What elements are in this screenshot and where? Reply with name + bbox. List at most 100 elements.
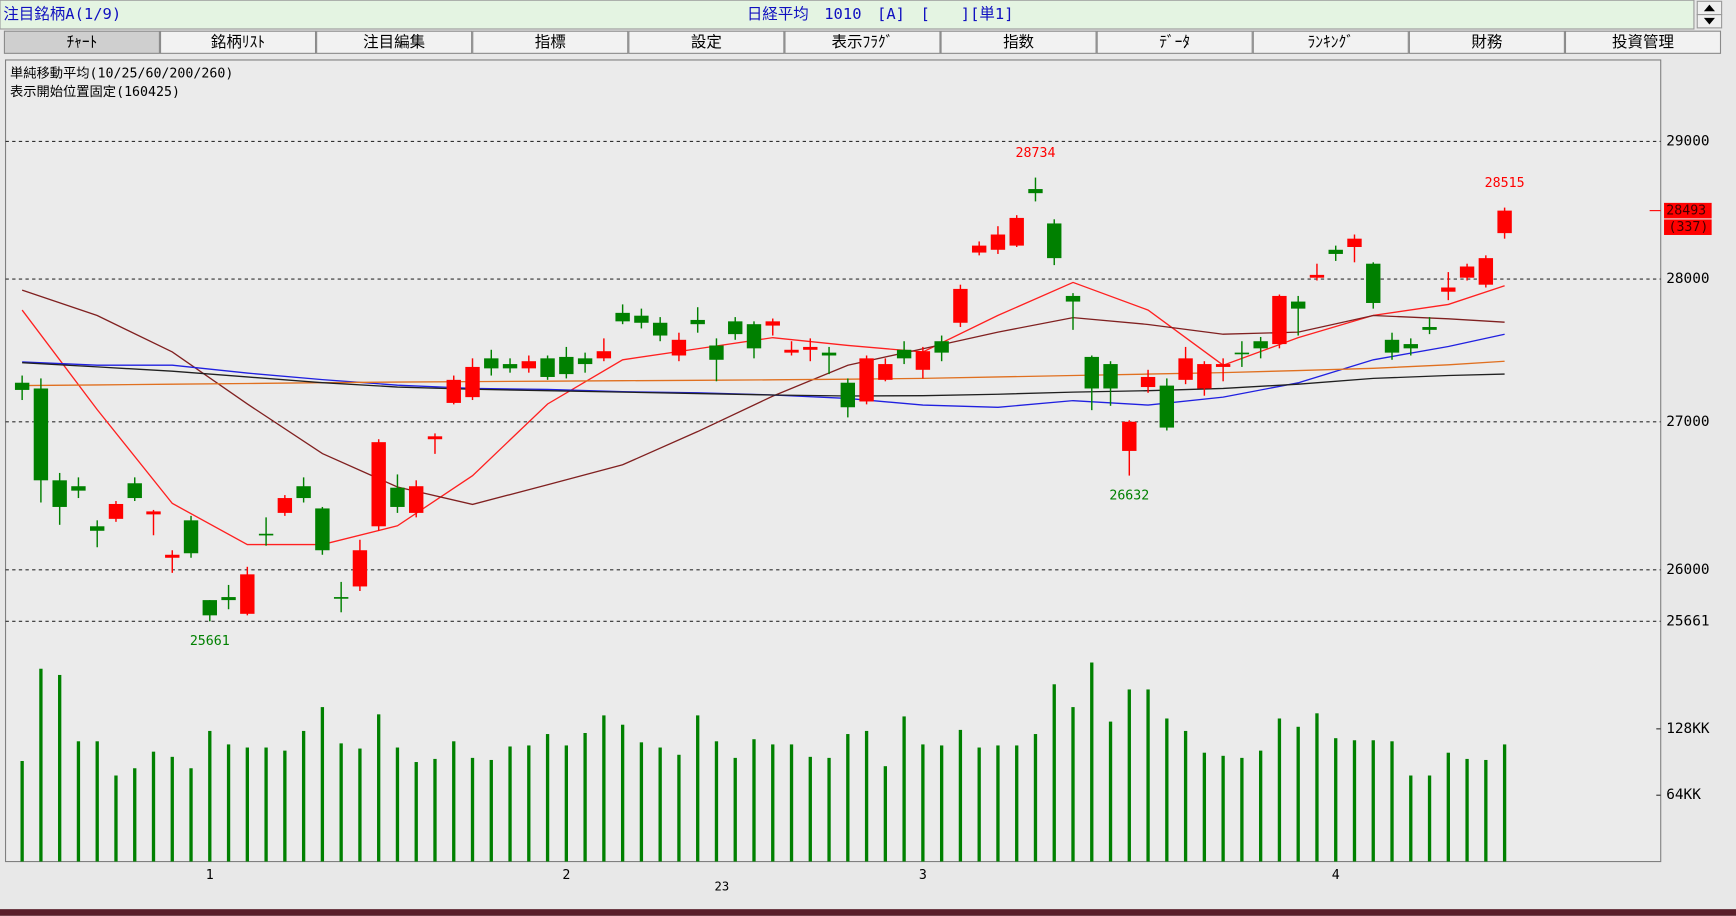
candle-body xyxy=(71,486,86,491)
volume-bar xyxy=(133,768,137,862)
tab[interactable] xyxy=(1408,30,1565,54)
last-price-label: 28493 xyxy=(1666,204,1706,219)
y-tick-label: 28000 xyxy=(1666,271,1709,287)
candle-body xyxy=(52,480,67,507)
candle-body xyxy=(409,486,424,513)
tab-label: 投資管理 xyxy=(1612,33,1674,51)
year-label: 23 xyxy=(715,880,730,894)
moving-average xyxy=(21,281,1505,546)
candle-body xyxy=(90,526,105,531)
volume-bar xyxy=(1221,755,1225,862)
moving-average xyxy=(22,360,1505,387)
volume-bar xyxy=(208,730,212,862)
extreme-label: 26632 xyxy=(1109,489,1149,504)
volume-bar xyxy=(846,734,850,862)
x-tick-label: 2 xyxy=(562,868,570,883)
volume-bar xyxy=(1465,758,1469,862)
tab[interactable] xyxy=(628,30,785,54)
volume-bar xyxy=(977,747,981,862)
volume-bar xyxy=(339,743,343,862)
volume-bar xyxy=(864,730,869,862)
candle-body xyxy=(1103,364,1118,389)
volume-bar xyxy=(1315,713,1319,862)
candle-body xyxy=(821,352,837,356)
tab[interactable] xyxy=(472,30,629,54)
tab[interactable] xyxy=(784,30,941,54)
fixed-label: 表示開始位置固定(160425) xyxy=(10,84,180,100)
volume-bar xyxy=(733,757,737,862)
volume-bar xyxy=(1015,745,1019,862)
candle-body xyxy=(915,351,931,370)
candle-body xyxy=(465,366,480,398)
candle-body xyxy=(596,351,612,359)
volume-bar xyxy=(76,741,81,862)
candle-body xyxy=(371,442,386,527)
tab-label: 表示ﾌﾗｸﾞ xyxy=(831,33,893,51)
volume-bar xyxy=(395,747,400,862)
candle-body xyxy=(1197,364,1212,389)
moving-average xyxy=(22,362,1505,397)
tab[interactable] xyxy=(1096,30,1253,54)
candle-body xyxy=(934,341,949,353)
candle-body xyxy=(165,554,180,558)
volume-bar xyxy=(358,748,362,862)
candle-body xyxy=(803,346,818,350)
candle-body xyxy=(1215,364,1231,367)
volume-bar xyxy=(1183,730,1188,862)
candle-body xyxy=(446,379,461,403)
volume-bar xyxy=(1427,775,1432,862)
tab[interactable] xyxy=(1252,30,1409,54)
candle-body xyxy=(1384,339,1400,353)
tab-label: ﾃﾞｰﾀ xyxy=(1159,33,1190,51)
volume-bar xyxy=(452,741,456,862)
volume-tick-label: 128KK xyxy=(1666,721,1710,737)
candle-body xyxy=(1309,274,1325,278)
y-tick-label: 27000 xyxy=(1666,414,1709,430)
candle-body xyxy=(352,550,368,587)
volume-bar xyxy=(527,745,531,862)
candle-body xyxy=(540,358,555,377)
candle-body xyxy=(127,483,142,499)
volume-bar xyxy=(883,766,888,862)
volume-bar xyxy=(583,733,587,862)
volume-bar xyxy=(808,756,812,862)
volume-bar xyxy=(1409,775,1413,862)
volume-bar xyxy=(433,758,437,862)
volume-bar xyxy=(1484,759,1488,862)
volume-bar xyxy=(170,756,174,862)
volume-bar xyxy=(658,747,662,862)
candle-body xyxy=(1065,295,1081,302)
candle-body xyxy=(859,358,874,402)
tab-bar: ﾁｬｰﾄ 銘柄ﾘｽﾄ 注目編集 指標 設定 表示ﾌﾗｸﾞ 指数 ﾃﾞｰﾀ ﾗﾝｷﾝｸﾞ 財務 投資管… xyxy=(3,30,1722,54)
tab[interactable] xyxy=(3,30,160,54)
volume-bar xyxy=(1277,718,1282,862)
volume-bar xyxy=(752,739,756,862)
extreme-label: 28515 xyxy=(1485,176,1525,191)
window-title: 注目銘柄A(1/9) xyxy=(3,5,121,23)
candle-body xyxy=(990,234,1006,250)
tab-label: 注目編集 xyxy=(363,33,425,51)
tab[interactable] xyxy=(159,30,317,54)
volume-bar xyxy=(1090,662,1094,862)
candle-body xyxy=(671,339,687,356)
ma-label: 単純移動平均(10/25/60/200/260) xyxy=(10,65,233,81)
candle-body xyxy=(14,382,30,390)
volume-bar xyxy=(320,707,325,862)
y-tick-label: 29000 xyxy=(1666,133,1709,149)
tab-label: ﾗﾝｷﾝｸﾞ xyxy=(1308,33,1354,51)
last-price-box xyxy=(1664,202,1712,219)
candle-body xyxy=(1497,210,1512,234)
volume-bar xyxy=(189,768,193,862)
volume-bar xyxy=(771,744,775,862)
tab[interactable] xyxy=(1564,30,1722,54)
scroll-down-arrow xyxy=(1703,17,1715,25)
volume-bar xyxy=(414,762,418,862)
candle-body xyxy=(1272,295,1287,345)
candle-body xyxy=(146,511,161,515)
tab[interactable] xyxy=(940,30,1097,54)
x-tick-label: 4 xyxy=(1332,868,1340,883)
tab-label: 指標 xyxy=(535,33,566,51)
tab[interactable] xyxy=(316,30,473,54)
